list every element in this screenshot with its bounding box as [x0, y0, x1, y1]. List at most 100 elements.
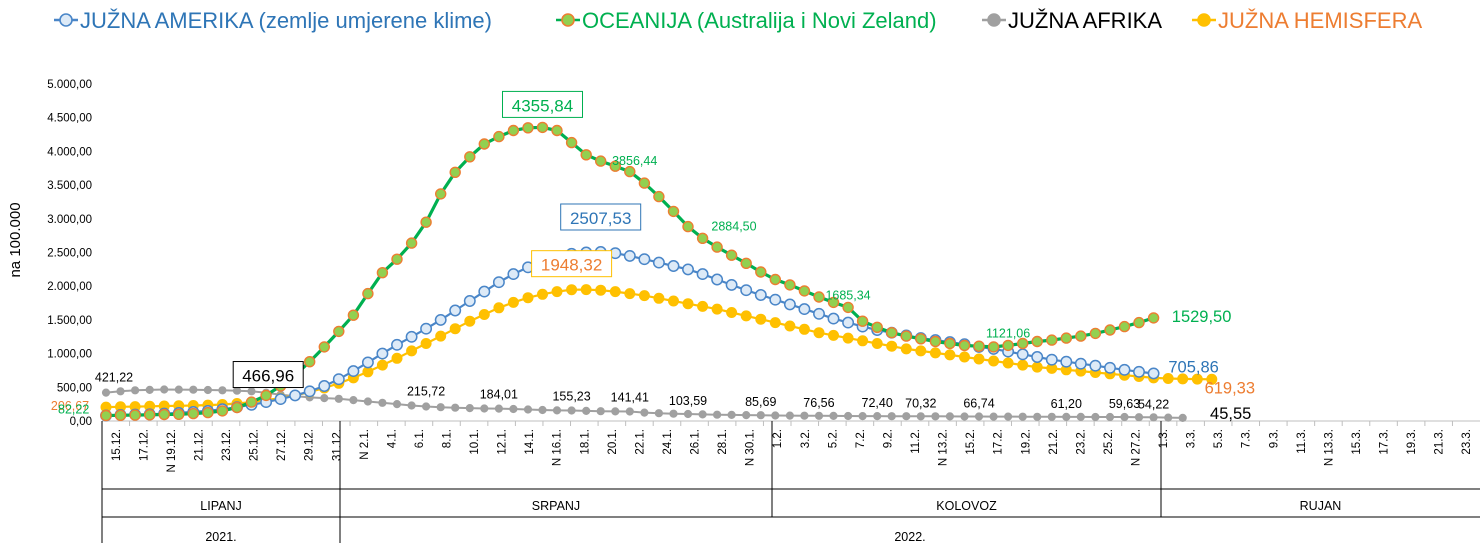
south-america-point [391, 338, 403, 351]
south-america-point [740, 284, 753, 297]
data-label: 59,63 [1109, 397, 1140, 411]
south-africa-point [392, 400, 402, 409]
data-label-text: 466,96 [242, 367, 294, 386]
data-label: 2507,53 [560, 203, 642, 231]
south-africa-point [407, 401, 416, 410]
south-africa-point [989, 412, 998, 421]
southern-hemisphere-point [464, 315, 476, 327]
southern-hemisphere-point [595, 284, 607, 296]
southern-hemisphere-point [1162, 373, 1174, 384]
x-tick-label: 25.2. [1103, 429, 1115, 455]
data-label-text: 184,01 [480, 388, 518, 402]
south-africa-point [363, 397, 372, 406]
oceania-point [667, 205, 680, 218]
south-africa-point [742, 411, 751, 420]
southern-hemisphere-point [609, 286, 621, 298]
oceania-point [318, 341, 330, 353]
south-america-point [332, 373, 345, 386]
south-africa-point [538, 405, 547, 415]
oceania-point [784, 279, 796, 291]
south-america-point [303, 385, 316, 398]
southern-hemisphere-point [551, 286, 563, 298]
oceania-point [187, 407, 200, 420]
data-labels: 2507,53 705,86 4355,84 3856,44 2884,50 1685,3… [51, 90, 1255, 423]
data-label: 70,32 [905, 396, 936, 410]
oceania-point [958, 339, 971, 352]
south-america-point [769, 293, 782, 306]
data-label-box [232, 361, 304, 389]
y-tick-label: 500,00 [57, 382, 92, 394]
southern-hemisphere-point [959, 351, 970, 363]
south-africa-point [1120, 412, 1129, 422]
south-africa-point [523, 405, 533, 414]
south-africa-point [960, 412, 969, 421]
south-africa-point [1047, 412, 1056, 421]
southern-hemisphere-point [406, 345, 418, 357]
south-america-point [376, 347, 389, 360]
south-america-point [1118, 363, 1131, 376]
x-tick-label: 1.2. [772, 429, 784, 448]
data-label: 421,22 [95, 371, 133, 385]
x-tick-label: 18.1. [579, 429, 591, 455]
y-tick-label: 2.500,00 [47, 248, 92, 260]
southern-hemisphere-point [784, 320, 796, 332]
south-africa-point [1164, 413, 1173, 422]
x-tick-label: N 13.2. [938, 429, 950, 466]
south-africa-point [844, 411, 853, 421]
southern-hemisphere-point [435, 330, 447, 342]
data-label-text: 1121,06 [986, 326, 1030, 340]
x-tick-label: 19.3. [1406, 429, 1418, 455]
south-america-point [434, 313, 447, 326]
southern-hemisphere-point [828, 329, 839, 341]
southern-hemisphere-point [711, 303, 723, 315]
southern-hemisphere-point [507, 296, 519, 308]
x-tick-label: 20.1. [607, 429, 619, 455]
oceania-point [216, 405, 229, 417]
data-label-text: 141,41 [611, 390, 649, 404]
oceania-point [1031, 335, 1043, 348]
data-label: 1948,32 [531, 250, 613, 278]
legend-marker-icon [59, 13, 73, 27]
southern-hemisphere-point [740, 310, 752, 322]
x-tick-label: 15.2. [965, 429, 977, 455]
south-africa-point [451, 403, 460, 412]
x-axis: 15.12. 17.12. N 19.12. 21.12. 23.12. 25.12. 27… [101, 420, 1480, 543]
south-africa-point [465, 404, 474, 413]
data-label-text: 85,69 [745, 395, 776, 409]
x-tick-label: 1.3. [1158, 429, 1170, 448]
south-africa-point [494, 404, 503, 413]
oceania-point [304, 356, 316, 368]
oceania-point [813, 291, 825, 303]
southern-hemisphere-point [755, 313, 767, 325]
oceania-point [929, 335, 942, 348]
oceania-point [1089, 327, 1102, 340]
southern-hemisphere-point [638, 290, 650, 302]
south-america-point [405, 330, 418, 343]
southern-hemisphere-point [944, 349, 956, 361]
oceania-point [755, 266, 767, 278]
oceania-point [231, 401, 243, 414]
data-label-text: 54,22 [1138, 397, 1169, 411]
x-tick-label: 26.1. [690, 429, 702, 455]
south-africa-point [174, 385, 183, 394]
south-africa-point [683, 409, 693, 419]
oceania-point [536, 121, 549, 134]
x-tick-label: 5.2. [827, 429, 839, 448]
south-africa-point [349, 396, 358, 405]
south-america-point [507, 268, 520, 281]
y-axis-title: na 100.000 [7, 202, 24, 277]
south-america-point [478, 285, 491, 298]
south-africa-point [1178, 413, 1187, 422]
legend: JUŽNA AMERIKA (zemlje umjerene klime) OCE… [54, 8, 1422, 33]
data-label: 4355,84 [502, 90, 583, 118]
south-america-point [842, 316, 855, 329]
oceania-point [624, 165, 636, 178]
south-america-point [361, 356, 374, 369]
x-tick-label: 19.2. [1020, 429, 1032, 455]
legend-marker-icon [987, 13, 1001, 27]
southern-hemisphere-point [478, 309, 490, 320]
southern-hemisphere-point [900, 343, 912, 355]
south-america-point [783, 298, 796, 311]
southern-hemisphere-point [420, 338, 432, 349]
south-africa-point [1033, 412, 1042, 421]
